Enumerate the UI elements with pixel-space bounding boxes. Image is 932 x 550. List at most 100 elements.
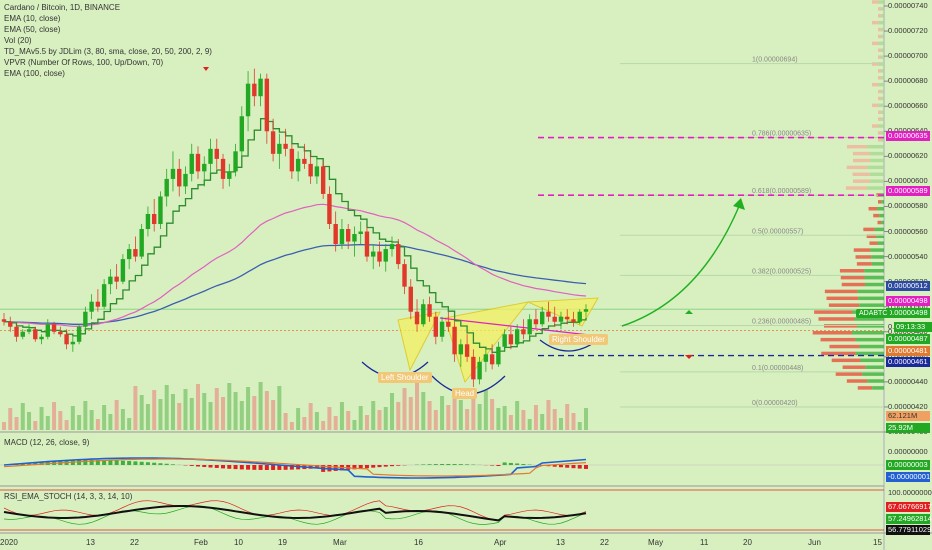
- candle-body: [202, 163, 207, 172]
- vpvr-bar-down: [866, 234, 877, 239]
- candle-body: [83, 311, 88, 327]
- candle-body: [58, 331, 63, 335]
- legend-ema50[interactable]: EMA (50, close): [4, 25, 61, 34]
- vpvr-bar-down: [839, 268, 865, 273]
- fib-level-label: 1(0.00000694): [752, 57, 798, 64]
- legend-volume[interactable]: Vol (20): [4, 36, 32, 45]
- time-axis-label: 16: [414, 538, 423, 547]
- candle-body: [446, 321, 451, 327]
- volume-bar: [89, 410, 94, 430]
- candle-body: [120, 259, 126, 282]
- macd-histogram-bar: [427, 464, 432, 465]
- macd-zero-label: 0.00000000: [888, 447, 928, 456]
- macd-label-b: -0.00000001: [886, 472, 931, 482]
- price-tick-label: 0.00000640: [888, 126, 928, 135]
- rsi-label-c: 56.77911029: [886, 525, 932, 535]
- volume-bar: [27, 412, 32, 430]
- candle-body: [345, 229, 351, 242]
- volume-label-2: 25.92M: [886, 423, 930, 433]
- candle-body: [458, 344, 464, 355]
- price-label-512: 0.00000512: [886, 281, 930, 291]
- candle-body: [433, 316, 439, 337]
- volume-bar: [483, 390, 488, 430]
- candle-body: [214, 148, 219, 159]
- candle-body: [1, 319, 7, 322]
- legend-symbol[interactable]: Cardano / Bitcoin, 1D, BINANCE: [4, 3, 121, 12]
- legend-ema100[interactable]: EMA (100, close): [4, 69, 65, 78]
- macd-histogram-bar: [158, 463, 163, 465]
- price-label-635: 0.00000635: [886, 131, 930, 141]
- rsi-line: [3, 505, 587, 522]
- rsi-label-a: 67.06766917: [886, 502, 932, 512]
- vpvr-bar-down: [856, 262, 872, 266]
- volume-bar: [214, 388, 219, 430]
- volume-bar: [77, 415, 82, 430]
- volume-bar: [52, 402, 57, 430]
- volume-bar: [552, 409, 557, 430]
- legend-ema10[interactable]: EMA (10, close): [4, 14, 61, 23]
- candle-body: [364, 231, 370, 257]
- vpvr-bar-down: [878, 96, 882, 101]
- vpvr-bar-up: [858, 296, 884, 301]
- vpvr-bar-up: [857, 289, 884, 294]
- volume-bar: [371, 401, 376, 430]
- vpvr-bar-up: [881, 138, 884, 142]
- candle-body: [195, 153, 201, 172]
- volume-bar: [95, 419, 100, 430]
- volume-bar: [233, 392, 238, 430]
- time-axis-label: 19: [278, 538, 287, 547]
- macd-histogram-bar: [27, 462, 32, 465]
- candle-body: [208, 148, 213, 164]
- volume-bar: [415, 376, 420, 430]
- volume-bar: [521, 410, 526, 430]
- macd-histogram-bar: [314, 465, 319, 469]
- vpvr-bar-down: [878, 7, 882, 11]
- volume-bar: [70, 406, 75, 430]
- vpvr-bar-up: [866, 186, 884, 190]
- vpvr-bar-down: [877, 220, 882, 225]
- volume-bar: [239, 401, 244, 430]
- volume-bar: [584, 408, 588, 430]
- candle-body: [8, 321, 13, 327]
- time-axis-label: 13: [86, 538, 95, 547]
- volume-bar: [139, 395, 144, 430]
- macd-histogram-bar: [83, 460, 88, 465]
- vpvr-bar-down: [818, 317, 855, 321]
- volume-bar: [296, 408, 301, 430]
- volume-bar: [271, 400, 276, 430]
- candle-body: [408, 286, 413, 312]
- candle-body: [521, 329, 526, 335]
- macd-legend[interactable]: MACD (12, 26, close, 9): [4, 438, 90, 447]
- volume-bar: [490, 399, 495, 430]
- volume-bar: [64, 420, 69, 430]
- small-up-arrow: [685, 310, 693, 314]
- vpvr-bar-down: [857, 386, 873, 390]
- macd-histogram-bar: [246, 465, 251, 470]
- vpvr-bar-down: [835, 372, 863, 376]
- vpvr-bar-down: [872, 20, 879, 25]
- vpvr-bar-down: [871, 82, 879, 87]
- volume-bar: [83, 401, 88, 430]
- vpvr-bar-down: [846, 165, 868, 170]
- candle-body: [314, 166, 320, 177]
- fib-level-label: 0.786(0.00000635): [752, 131, 811, 138]
- candle-body: [26, 329, 32, 332]
- time-axis-label: Apr: [494, 538, 507, 547]
- candle-body: [377, 251, 382, 262]
- volume-bar: [208, 402, 213, 430]
- price-label-481: 0.00000481: [886, 346, 930, 356]
- candle-body: [164, 178, 169, 197]
- candle-body: [14, 326, 19, 337]
- top-marker: [203, 67, 209, 71]
- macd-histogram-bar: [39, 461, 44, 465]
- legend-vpvr[interactable]: VPVR (Number Of Rows, 100, Up/Down, 70): [4, 58, 164, 67]
- legend-td-ma[interactable]: TD_MAv5.5 by JDLim (3, 80, sma, close, 2…: [4, 47, 212, 56]
- candle-body: [577, 311, 582, 322]
- vpvr-bar-down: [873, 213, 880, 218]
- vpvr-bar-up: [878, 41, 884, 46]
- macd-histogram-bar: [258, 465, 263, 470]
- vpvr-bar-up: [878, 82, 884, 87]
- rsi-legend[interactable]: RSI_EMA_STOCH (14, 3, 3, 14, 10): [4, 492, 133, 501]
